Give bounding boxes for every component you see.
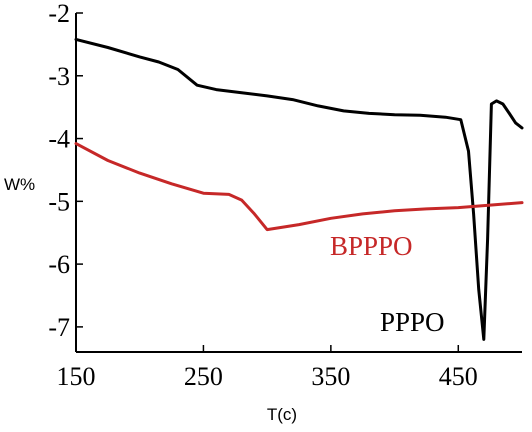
series-line-pppo bbox=[74, 37, 524, 341]
y-tick-label: -2 bbox=[48, 0, 70, 28]
series-line-bpppo bbox=[74, 142, 524, 232]
annotation-pppo: PPPO bbox=[380, 307, 445, 337]
x-tick-label: 250 bbox=[184, 362, 223, 391]
axes-group: -2 -3 -4 -5 -6 -7 150 250 350 450 bbox=[48, 0, 522, 391]
x-axis-label: T(c) bbox=[267, 405, 297, 424]
y-tick-label: -6 bbox=[48, 250, 70, 279]
x-tick-label: 150 bbox=[57, 362, 96, 391]
y-tick-label: -7 bbox=[48, 313, 70, 342]
y-tick-label: -5 bbox=[48, 187, 70, 216]
series-group bbox=[74, 37, 524, 341]
y-tick-label: -3 bbox=[48, 62, 70, 91]
x-tick-label: 450 bbox=[439, 362, 478, 391]
y-tick-label: -4 bbox=[48, 125, 70, 154]
x-tick-label: 350 bbox=[311, 362, 350, 391]
y-axis-label: W% bbox=[4, 175, 35, 194]
annotation-bpppo: BPPPO bbox=[330, 231, 413, 261]
